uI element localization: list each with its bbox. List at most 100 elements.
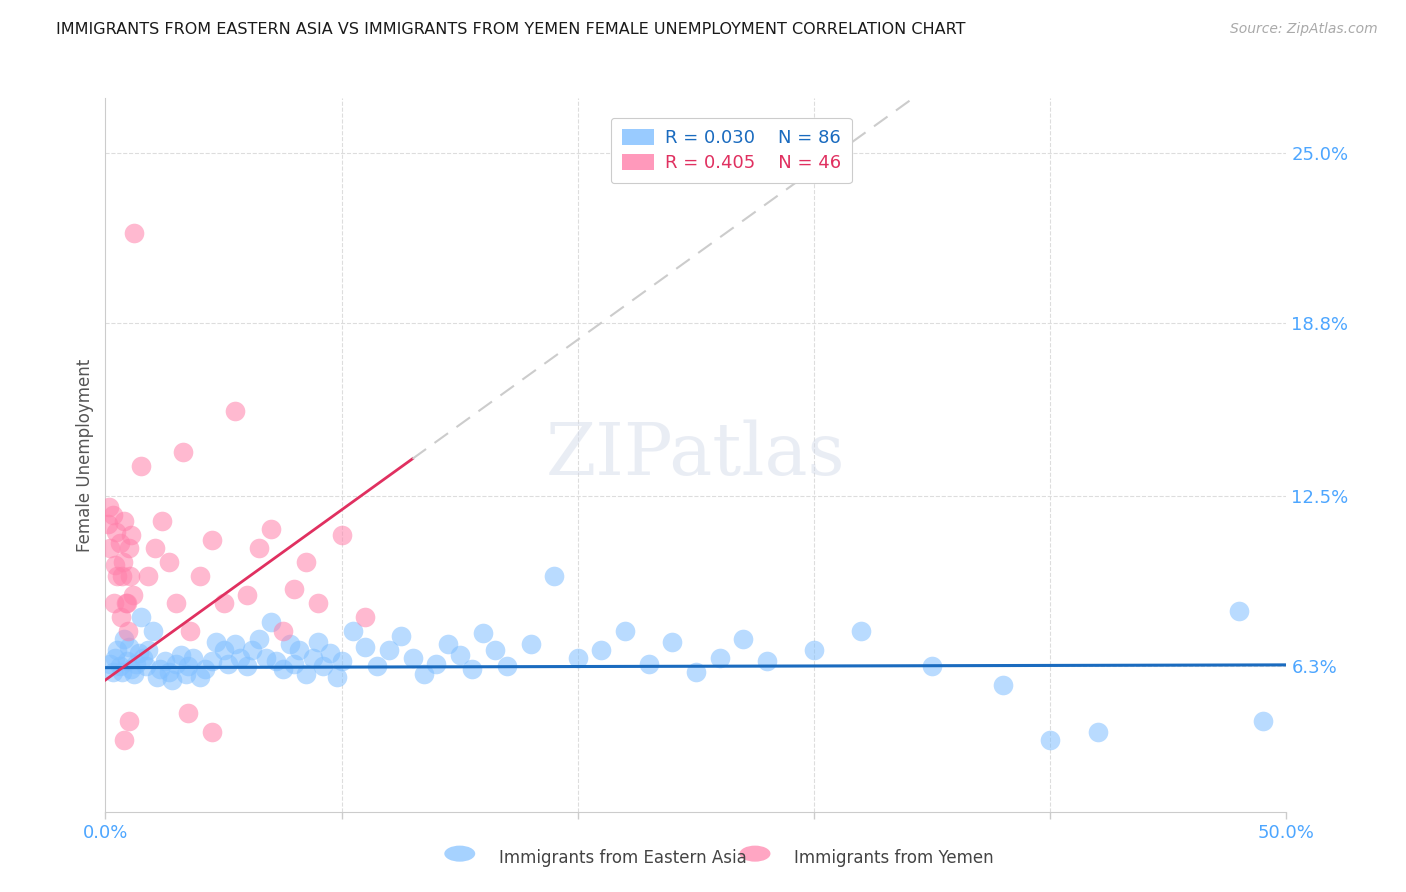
Point (460, 662, 482, 676)
Point (121, 588, 143, 602)
Point (389, 629, 412, 643)
Point (117, 624, 139, 638)
Point (224, 637, 246, 651)
Point (153, 654, 176, 668)
Point (484, 642, 506, 657)
Point (136, 642, 159, 657)
Point (1251, 714, 1274, 728)
Point (118, 714, 141, 728)
Point (1087, 725, 1109, 739)
Point (312, 659, 335, 673)
Point (283, 657, 305, 671)
Point (118, 541, 141, 556)
Point (354, 610, 377, 624)
Point (271, 662, 294, 676)
Point (264, 654, 287, 668)
Point (240, 642, 263, 657)
Point (319, 646, 342, 660)
Point (129, 610, 152, 624)
Point (637, 657, 659, 671)
Point (188, 568, 211, 582)
Point (254, 651, 277, 665)
Point (177, 659, 200, 673)
Point (110, 610, 132, 624)
Point (330, 654, 353, 668)
Point (108, 535, 131, 549)
Point (135, 659, 157, 673)
Point (112, 555, 135, 569)
Point (115, 654, 138, 668)
Point (205, 634, 228, 648)
Point (519, 637, 541, 651)
Point (755, 654, 778, 668)
Point (143, 541, 166, 556)
Point (160, 673, 183, 687)
Point (709, 651, 731, 665)
Point (105, 568, 128, 582)
Point (236, 588, 259, 602)
Point (174, 667, 197, 681)
Point (157, 555, 180, 569)
Point (149, 662, 172, 676)
Point (614, 624, 637, 638)
Point (295, 667, 318, 681)
Point (201, 533, 224, 547)
Point (120, 568, 142, 582)
Point (378, 642, 401, 657)
Point (111, 568, 134, 582)
Point (991, 678, 1014, 692)
Point (157, 665, 180, 679)
Point (413, 667, 436, 681)
Point (114, 596, 136, 610)
Point (150, 514, 173, 528)
Point (685, 665, 707, 679)
Point (260, 522, 283, 536)
Point (142, 624, 165, 638)
Point (472, 626, 495, 640)
Point (165, 596, 187, 610)
Point (543, 568, 565, 582)
Point (105, 642, 128, 657)
Point (212, 596, 235, 610)
Point (425, 657, 447, 671)
Point (283, 582, 305, 597)
Point (181, 651, 204, 665)
Legend: R = 0.030    N = 86, R = 0.405    N = 46: R = 0.030 N = 86, R = 0.405 N = 46 (610, 118, 852, 183)
Point (224, 404, 246, 418)
Point (118, 640, 141, 654)
Point (342, 624, 364, 638)
Point (108, 659, 131, 673)
Point (278, 637, 301, 651)
Point (120, 527, 142, 541)
Point (851, 624, 873, 638)
Text: Source: ZipAtlas.com: Source: ZipAtlas.com (1230, 22, 1378, 37)
Point (366, 659, 388, 673)
Point (129, 458, 152, 473)
Point (165, 657, 187, 671)
Point (217, 657, 239, 671)
Point (229, 651, 252, 665)
Point (307, 596, 329, 610)
Y-axis label: Female Unemployment: Female Unemployment (76, 359, 94, 551)
Point (101, 665, 124, 679)
Point (449, 648, 471, 663)
Point (302, 651, 325, 665)
Point (101, 508, 124, 523)
Point (120, 662, 142, 676)
Point (921, 659, 943, 673)
Point (271, 624, 294, 638)
Text: ZIPatlas: ZIPatlas (546, 419, 846, 491)
Point (128, 646, 150, 660)
Point (136, 568, 159, 582)
Text: IMMIGRANTS FROM EASTERN ASIA VS IMMIGRANTS FROM YEMEN FEMALE UNEMPLOYMENT CORREL: IMMIGRANTS FROM EASTERN ASIA VS IMMIGRAN… (56, 22, 966, 37)
Point (354, 640, 377, 654)
Point (111, 665, 134, 679)
Point (177, 706, 200, 720)
Point (591, 642, 613, 657)
Text: Immigrants from Yemen: Immigrants from Yemen (794, 849, 994, 867)
Point (112, 514, 135, 528)
Point (661, 634, 683, 648)
Point (122, 226, 145, 240)
Point (733, 632, 755, 646)
Point (188, 670, 211, 684)
